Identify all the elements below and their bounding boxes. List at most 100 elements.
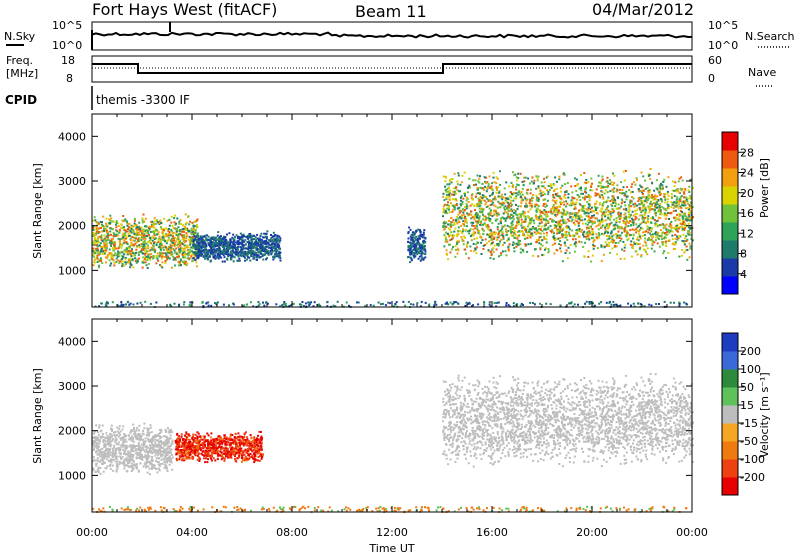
echo-cell xyxy=(266,246,268,248)
nave-label: Nave xyxy=(748,66,776,79)
echo-cell xyxy=(531,197,533,199)
echo-cell xyxy=(624,228,626,230)
echo-cell xyxy=(553,253,555,255)
echo-cell xyxy=(477,303,479,305)
echo-cell xyxy=(510,228,512,230)
echo-cell xyxy=(497,243,499,245)
echo-cell xyxy=(505,181,507,183)
echo-cell xyxy=(679,178,681,180)
echo-cell xyxy=(637,254,639,256)
echo-cell xyxy=(116,220,118,222)
echo-cell xyxy=(515,204,517,206)
freq-panel: Freq. [MHz] 18 8 60 0 Nave xyxy=(6,54,776,86)
echo-cell xyxy=(590,186,592,188)
echo-cell xyxy=(180,264,182,266)
echo-cell xyxy=(659,187,661,189)
echo-cell xyxy=(601,260,603,262)
echo-cell xyxy=(465,229,467,231)
echo-cell xyxy=(597,185,599,187)
echo-cell xyxy=(653,190,655,192)
echo-cell xyxy=(141,217,143,219)
echo-cell xyxy=(185,223,187,225)
echo-cell xyxy=(617,242,619,244)
echo-cell xyxy=(476,237,478,239)
echo-cell xyxy=(271,236,273,238)
echo-cell xyxy=(609,252,611,254)
echo-cell xyxy=(149,237,151,239)
echo-cell xyxy=(642,175,644,177)
echo-cell xyxy=(582,246,584,248)
echo-cell xyxy=(658,192,660,194)
echo-cell xyxy=(529,200,531,202)
echo-cell xyxy=(683,252,685,254)
echo-cell xyxy=(457,240,459,242)
echo-cell xyxy=(609,223,611,225)
echo-cell xyxy=(453,235,455,237)
echo-cell xyxy=(682,228,684,230)
echo-cell xyxy=(688,186,690,188)
echo-cell xyxy=(595,195,597,197)
echo-cell xyxy=(607,180,609,182)
echo-cell xyxy=(454,228,456,230)
echo-cell xyxy=(567,197,569,199)
echo-cell xyxy=(183,234,185,236)
echo-cell xyxy=(633,215,635,217)
echo-cell xyxy=(645,209,647,211)
echo-cell xyxy=(668,240,670,242)
echo-cell xyxy=(201,238,203,240)
echo-cell xyxy=(512,171,514,173)
echo-cell xyxy=(127,243,129,245)
echo-cell xyxy=(591,228,593,230)
echo-cell xyxy=(454,173,456,175)
echo-cell xyxy=(293,303,295,305)
echo-cell xyxy=(556,249,558,251)
echo-cell xyxy=(462,223,464,225)
echo-cell xyxy=(550,225,552,227)
echo-cell xyxy=(543,203,545,205)
echo-cell xyxy=(465,253,467,255)
echo-cell xyxy=(452,209,454,211)
echo-cell xyxy=(115,224,117,226)
echo-cell xyxy=(648,207,650,209)
echo-cell xyxy=(523,184,525,186)
echo-cell xyxy=(226,259,228,261)
echo-cell xyxy=(214,254,216,256)
echo-cell xyxy=(659,194,661,196)
echo-cell xyxy=(553,190,555,192)
echo-cell xyxy=(654,206,656,208)
echo-cell xyxy=(558,176,560,178)
echo-cell xyxy=(533,180,535,182)
echo-cell xyxy=(196,239,198,241)
echo-cell xyxy=(514,212,516,214)
echo-cell xyxy=(466,197,468,199)
echo-cell xyxy=(413,234,415,236)
echo-cell xyxy=(574,206,576,208)
echo-cell xyxy=(236,234,238,236)
echo-cell xyxy=(527,178,529,180)
echo-cell xyxy=(418,258,420,260)
nsearch-label: N.Search xyxy=(745,30,795,43)
echo-cell xyxy=(453,187,455,189)
echo-cell xyxy=(598,182,600,184)
echo-cell xyxy=(544,181,546,183)
echo-cell xyxy=(585,179,587,181)
echo-cell xyxy=(160,226,162,228)
echo-cell xyxy=(138,244,140,246)
echo-cell xyxy=(463,243,465,245)
echo-cell xyxy=(521,227,523,229)
echo-cell xyxy=(626,186,628,188)
echo-cell xyxy=(464,249,466,251)
echo-cell xyxy=(233,303,235,305)
echo-cell xyxy=(515,186,517,188)
echo-cell xyxy=(632,244,634,246)
echo-cell xyxy=(526,189,528,191)
echo-cell xyxy=(563,204,565,206)
echo-cell xyxy=(624,195,626,197)
echo-cell xyxy=(572,238,574,240)
echo-cell xyxy=(679,214,681,216)
echo-cell xyxy=(167,239,169,241)
echo-cell xyxy=(442,193,444,195)
echo-cell xyxy=(536,218,538,220)
echo-cell xyxy=(456,199,458,201)
echo-cell xyxy=(473,238,475,240)
